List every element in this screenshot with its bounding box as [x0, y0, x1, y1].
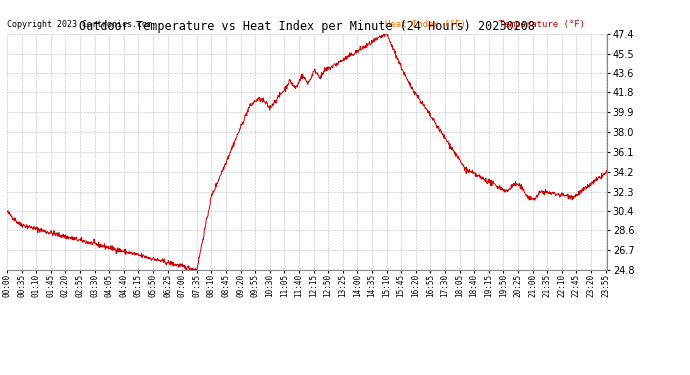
Text: Copyright 2023 Cartronics.com: Copyright 2023 Cartronics.com	[7, 20, 152, 28]
Title: Outdoor Temperature vs Heat Index per Minute (24 Hours) 20230208: Outdoor Temperature vs Heat Index per Mi…	[79, 20, 535, 33]
Text: Heat Index (°F): Heat Index (°F)	[385, 20, 466, 28]
Text: Temperature (°F): Temperature (°F)	[499, 20, 585, 28]
